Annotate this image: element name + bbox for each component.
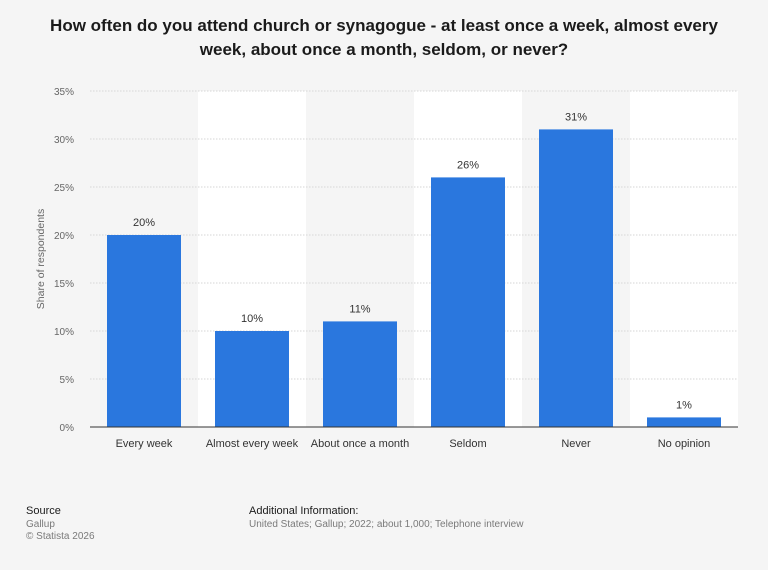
bar xyxy=(323,321,397,427)
data-label: 11% xyxy=(349,303,370,315)
bar xyxy=(215,331,289,427)
bar xyxy=(107,235,181,427)
gridlines xyxy=(90,90,738,380)
additional-info-text: United States; Gallup; 2022; about 1,000… xyxy=(249,519,524,530)
copyright-text: © Statista 2026 xyxy=(26,531,95,542)
source-heading: Source xyxy=(26,505,61,517)
x-tick-label: Almost every week xyxy=(206,438,299,450)
y-tick-label: 5% xyxy=(60,375,75,386)
x-tick-label: Every week xyxy=(116,438,173,450)
y-tick-label: 15% xyxy=(54,279,74,290)
data-label: 1% xyxy=(676,399,692,411)
chart-title: How often do you attend church or synago… xyxy=(50,16,718,59)
y-tick-label: 30% xyxy=(54,135,74,146)
y-tick-label: 35% xyxy=(54,87,74,98)
bar xyxy=(647,417,721,427)
source-name: Gallup xyxy=(26,519,55,530)
additional-info-heading: Additional Information: xyxy=(249,505,359,517)
data-labels: 20% 10% 11% 26% 31% 1% xyxy=(133,111,692,411)
data-label: 10% xyxy=(241,313,263,325)
bars xyxy=(107,129,721,427)
y-tick-label: 20% xyxy=(54,231,74,242)
data-label: 26% xyxy=(457,159,479,171)
column-band xyxy=(630,91,738,427)
y-tick-label: 10% xyxy=(54,327,74,338)
x-tick-label: No opinion xyxy=(658,438,711,450)
data-label: 20% xyxy=(133,217,155,229)
bar xyxy=(431,177,505,427)
y-tick-label: 25% xyxy=(54,183,74,194)
column-bands xyxy=(90,91,738,427)
y-tick-label: 0% xyxy=(60,423,75,434)
x-tick-label: Seldom xyxy=(449,438,486,450)
x-tick-label: About once a month xyxy=(311,438,409,450)
y-axis-title: Share of respondents xyxy=(35,209,47,309)
x-tick-label: Never xyxy=(561,438,591,450)
data-label: 31% xyxy=(565,111,587,123)
x-axis: Every week Almost every week About once a … xyxy=(90,426,738,450)
bar xyxy=(539,129,613,427)
y-axis: 0% 5% 10% 15% 20% 25% 30% 35% Share of responden… xyxy=(35,87,74,434)
